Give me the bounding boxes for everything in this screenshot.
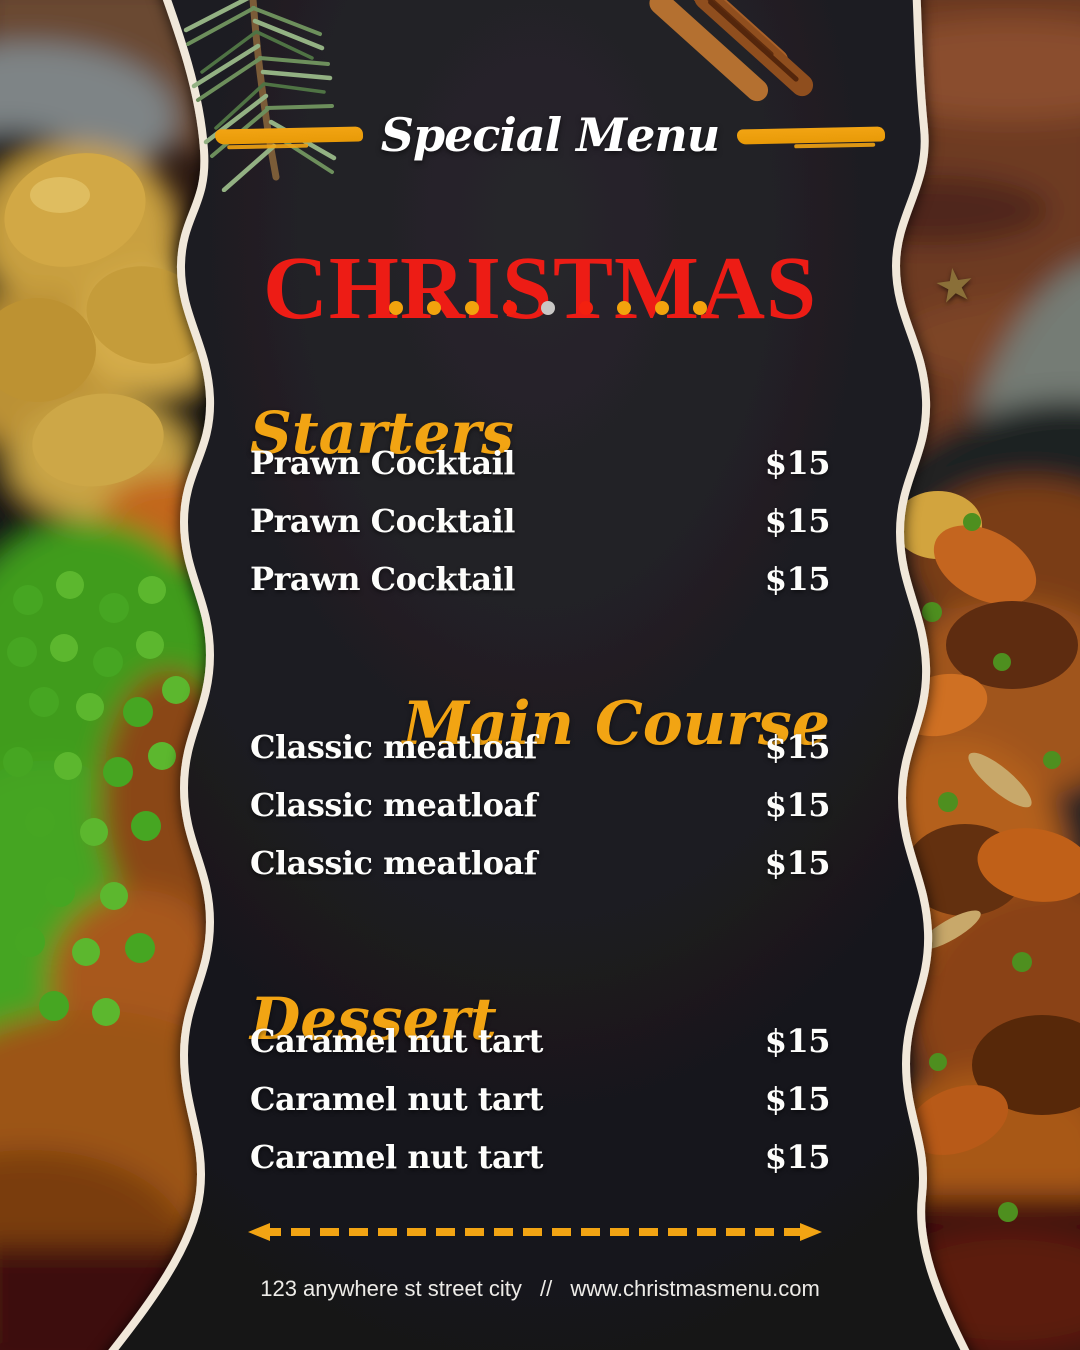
menu-item-row: Caramel nut tart $15 bbox=[250, 1128, 831, 1186]
section-heading-starters: Starters bbox=[250, 399, 514, 468]
item-price: $15 bbox=[764, 444, 831, 482]
kicker-row: Special Menu bbox=[205, 112, 895, 158]
ornament-dot bbox=[541, 301, 555, 315]
section-items-main-course: Classic meatloaf $15 Classic meatloaf $1… bbox=[250, 718, 831, 892]
item-name: Caramel nut tart bbox=[250, 1022, 543, 1060]
menu-item-row: Classic meatloaf $15 bbox=[250, 776, 831, 834]
item-price: $15 bbox=[764, 844, 831, 882]
item-name: Prawn Cocktail bbox=[250, 502, 515, 540]
stew-photo-detail bbox=[894, 491, 1080, 1222]
footer-separator: // bbox=[540, 1276, 553, 1301]
ornament-dot bbox=[389, 301, 403, 315]
panel-wavy-shape bbox=[108, 0, 970, 1350]
potatoes-photo-detail bbox=[0, 153, 210, 487]
item-price: $15 bbox=[764, 502, 831, 540]
ornament-dot bbox=[579, 301, 593, 315]
section-heading-main-course: Main Course bbox=[402, 688, 830, 759]
menu-item-row: Caramel nut tart $15 bbox=[250, 1012, 831, 1070]
item-price: $15 bbox=[764, 1138, 831, 1176]
footer-address: 123 anywhere st street city bbox=[260, 1276, 522, 1301]
kicker-text: Special Menu bbox=[380, 108, 721, 162]
brush-stroke-left bbox=[214, 125, 363, 145]
peas-photo-detail-light bbox=[50, 571, 190, 1026]
ornament-dots bbox=[190, 301, 906, 315]
dashed-line bbox=[262, 1228, 808, 1236]
ornament-dot bbox=[617, 301, 631, 315]
item-price: $15 bbox=[764, 786, 831, 824]
menu-item-row: Classic meatloaf $15 bbox=[250, 834, 831, 892]
section-items-dessert: Caramel nut tart $15 Caramel nut tart $1… bbox=[250, 1012, 831, 1186]
section-items-starters: Prawn Cocktail $15 Prawn Cocktail $15 Pr… bbox=[250, 434, 831, 608]
item-name: Classic meatloaf bbox=[250, 728, 537, 766]
item-price: $15 bbox=[764, 1080, 831, 1118]
section-heading-dessert: Dessert bbox=[250, 985, 497, 1054]
item-price: $15 bbox=[764, 728, 831, 766]
footer-contact: 123 anywhere st street city // www.chris… bbox=[182, 1276, 898, 1302]
item-name: Classic meatloaf bbox=[250, 786, 537, 824]
menu-item-row: Prawn Cocktail $15 bbox=[250, 492, 831, 550]
item-price: $15 bbox=[764, 1022, 831, 1060]
ornament-dot bbox=[465, 301, 479, 315]
item-name: Classic meatloaf bbox=[250, 844, 537, 882]
menu-title: CHRISTMAS bbox=[262, 239, 818, 339]
brush-stroke-right bbox=[737, 125, 886, 145]
arrow-left-icon bbox=[248, 1223, 270, 1241]
menu-item-row: Classic meatloaf $15 bbox=[250, 718, 831, 776]
ornament-dot bbox=[693, 301, 707, 315]
menu-item-row: Caramel nut tart $15 bbox=[250, 1070, 831, 1128]
arrow-right-icon bbox=[800, 1223, 822, 1241]
ornament-dot bbox=[655, 301, 669, 315]
footer-website: www.christmasmenu.com bbox=[570, 1276, 820, 1301]
item-name: Caramel nut tart bbox=[250, 1080, 543, 1118]
dashed-arrow-divider bbox=[248, 1223, 822, 1241]
menu-item-row: Prawn Cocktail $15 bbox=[250, 434, 831, 492]
item-name: Prawn Cocktail bbox=[250, 560, 515, 598]
menu-item-row: Prawn Cocktail $15 bbox=[250, 550, 831, 608]
item-name: Caramel nut tart bbox=[250, 1138, 543, 1176]
item-name: Prawn Cocktail bbox=[250, 444, 515, 482]
ornament-dot bbox=[503, 301, 517, 315]
peas-photo-detail bbox=[3, 585, 161, 1021]
item-price: $15 bbox=[764, 560, 831, 598]
ornament-dot bbox=[427, 301, 441, 315]
